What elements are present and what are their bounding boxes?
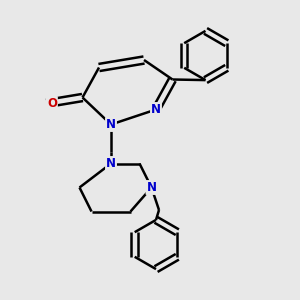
Text: N: N xyxy=(106,157,116,170)
Text: N: N xyxy=(106,118,116,131)
Text: O: O xyxy=(47,97,57,110)
Text: N: N xyxy=(146,181,157,194)
Text: N: N xyxy=(151,103,161,116)
